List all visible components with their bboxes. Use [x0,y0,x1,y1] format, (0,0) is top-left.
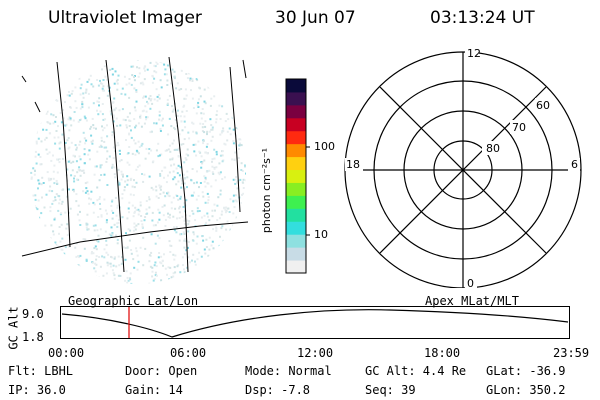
colorbar-tick-10: 10 [314,228,328,241]
status-flt: Flt: LBHL [8,364,74,378]
status-ip: IP: 36.0 [8,383,66,397]
mlt-label-0: 0 [467,277,474,290]
status-dsp: Dsp: -7.8 [245,383,311,397]
mlt-label-12: 12 [467,47,481,60]
status-gain: Gain: 14 [125,383,183,397]
timeline-ytick-max: 9.0 [22,307,44,321]
timeline-left-label: Geographic Lat/Lon [68,294,199,308]
timeline-ytick-min: 1.8 [22,330,44,344]
colorbar-stripe [286,208,306,222]
colorbar-stripe [286,156,306,171]
colorbar-stripe [286,143,306,158]
lat-label-80: 80 [486,142,500,155]
colorbar [285,78,310,274]
timeline-plot [60,306,570,339]
colorbar-stripe [286,169,306,183]
mlt-label-18: 18 [346,158,360,171]
colorbar-stripe [286,104,306,119]
colorbar-stripe [286,234,306,248]
xtick-18: 18:00 [424,346,461,360]
colorbar-stripe [286,79,306,93]
date-label: 30 Jun 07 [275,8,356,28]
colorbar-stripe [286,182,306,196]
colorbar-stripe [286,247,306,261]
colorbar-tick-100: 100 [314,140,335,153]
altitude-curve [61,309,569,338]
timeline-axis-title: GC Alt [6,306,21,350]
timeline-frame [60,306,570,339]
geographic-image-panel [21,56,249,284]
status-gc-alt: GC Alt: 4.4 Re [365,364,467,378]
status-glon: GLon: 350.2 [486,383,566,397]
status-glat: GLat: -36.9 [486,364,566,378]
meridian-diag-2 [379,86,547,254]
colorbar-stripe [286,130,306,145]
colorbar-stripe [286,117,306,132]
timeline-right-label: Apex MLat/MLT [425,294,519,308]
colorbar-stripe [286,221,306,235]
colorbar-unit-label: photon cm⁻²s⁻¹ [260,147,274,234]
colorbar-stripe [286,260,306,274]
xtick-00: 00:00 [48,346,85,360]
polar-mlat-mlt-plot [344,48,582,288]
status-door: Door: Open [125,364,198,378]
mlt-label-6: 6 [571,158,578,171]
colorbar-stripe [286,195,306,209]
xtick-06: 06:00 [170,346,207,360]
uv-speckle-layer [30,60,246,284]
lat-label-60: 60 [536,99,550,112]
status-seq: Seq: 39 [365,383,416,397]
colorbar-gradient [286,79,306,274]
time-label: 03:13:24 UT [430,8,535,28]
xtick-2359: 23:59 [553,346,590,360]
geo-grid-lines [21,56,249,273]
instrument-title: Ultraviolet Imager [48,8,202,28]
status-mode: Mode: Normal [245,364,332,378]
xtick-12: 12:00 [297,346,334,360]
lat-label-70: 70 [512,121,526,134]
colorbar-stripe [286,91,306,106]
